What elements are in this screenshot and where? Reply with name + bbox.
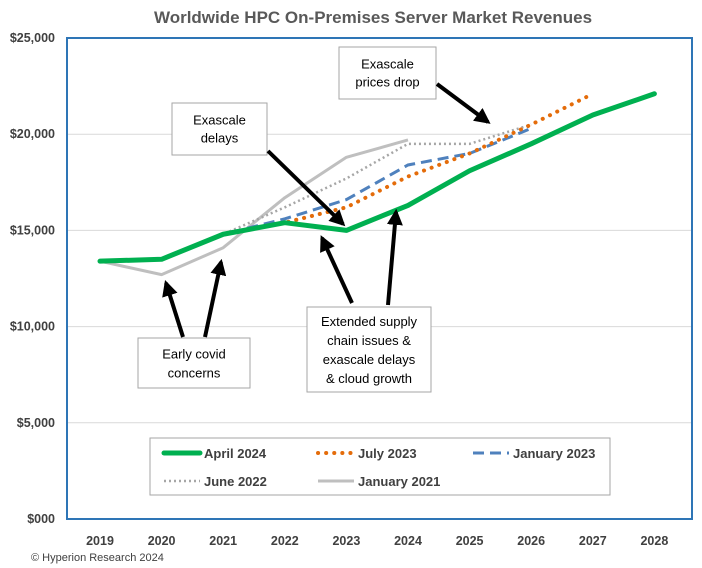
y-tick-label: $15,000	[10, 223, 55, 237]
annotations: Exascale prices drop Exascale delays Early c…	[138, 47, 488, 392]
annotation-text: prices drop	[355, 75, 419, 90]
y-axis: $000 $5,000 $10,000 $15,000 $20,000 $25,000	[10, 31, 55, 526]
annotation-text: Extended supply	[321, 314, 418, 329]
legend-label-june-2022: June 2022	[204, 474, 267, 489]
annotation-text: Exascale	[193, 113, 246, 128]
x-tick-label: 2025	[456, 534, 484, 548]
legend-label-april-2024: April 2024	[204, 446, 267, 461]
x-tick-label: 2028	[640, 534, 668, 548]
annotation-text: & cloud growth	[326, 371, 412, 386]
x-tick-label: 2022	[271, 534, 299, 548]
legend-label-july-2023: July 2023	[358, 446, 417, 461]
x-tick-label: 2019	[86, 534, 114, 548]
x-tick-label: 2023	[332, 534, 360, 548]
x-tick-label: 2027	[579, 534, 607, 548]
copyright-credit: © Hyperion Research 2024	[31, 552, 164, 564]
x-axis: 2019 2020 2021 2022 2023 2024 2025 2026 2027 2028	[86, 534, 668, 548]
y-tick-label: $000	[27, 512, 55, 526]
annotation-text: Exascale	[361, 57, 414, 72]
annotation-box-exascale-prices	[339, 47, 436, 99]
legend-label-january-2023: January 2023	[513, 446, 595, 461]
chart-title: Worldwide HPC On-Premises Server Market …	[154, 8, 592, 27]
x-tick-label: 2021	[209, 534, 237, 548]
annotation-arrow	[437, 84, 488, 122]
x-tick-label: 2020	[148, 534, 176, 548]
annotation-text: chain issues &	[327, 333, 411, 348]
annotation-box-exascale-delays	[172, 103, 267, 155]
chart: Worldwide HPC On-Premises Server Market …	[0, 0, 702, 568]
y-tick-label: $5,000	[17, 416, 55, 430]
x-tick-label: 2024	[394, 534, 422, 548]
legend: April 2024 July 2023 January 2023 June 2022…	[150, 438, 610, 495]
annotation-text: delays	[201, 131, 239, 146]
annotation-arrow	[166, 283, 183, 337]
annotation-text: Early covid	[162, 346, 226, 361]
series-line-january-2021	[100, 140, 408, 275]
annotation-arrow	[205, 262, 221, 337]
series-line-june-2022	[100, 125, 531, 262]
annotation-arrow	[322, 238, 352, 303]
y-tick-label: $20,000	[10, 127, 55, 141]
annotation-text: concerns	[168, 365, 221, 380]
legend-label-january-2021: January 2021	[358, 474, 440, 489]
y-tick-label: $10,000	[10, 320, 55, 334]
y-tick-label: $25,000	[10, 31, 55, 45]
annotation-arrow	[388, 212, 396, 305]
annotation-text: exascale delays	[323, 352, 416, 367]
x-tick-label: 2026	[517, 534, 545, 548]
